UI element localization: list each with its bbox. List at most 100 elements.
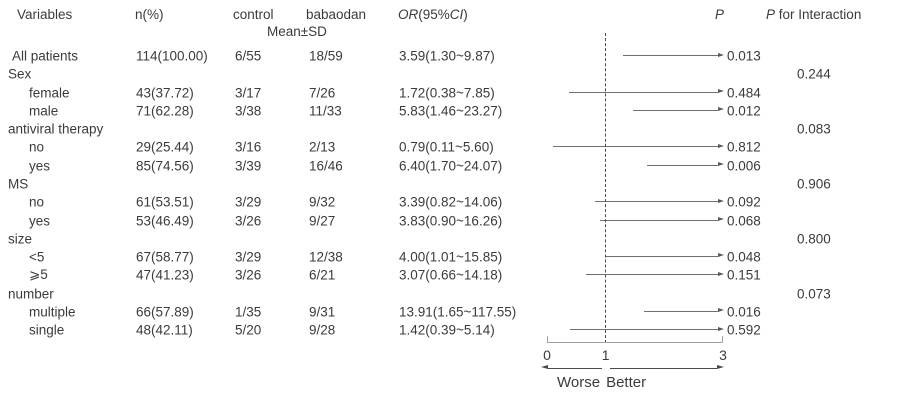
table-body: All patients 114(100.00) 6/55 18/59 3.59(1.3… bbox=[0, 47, 921, 339]
ci-label: CI bbox=[449, 7, 464, 22]
babaodan-cell: 9/28 bbox=[309, 322, 336, 338]
better-label: Better bbox=[606, 374, 647, 391]
x-axis-end-tick-right bbox=[722, 336, 723, 342]
ci-line bbox=[632, 107, 725, 112]
ci-line bbox=[569, 326, 725, 331]
ci-plot-cell bbox=[543, 157, 727, 175]
x-axis-tick-label: 3 bbox=[719, 347, 727, 363]
ci-plot-cell bbox=[543, 138, 727, 156]
ci-line bbox=[553, 143, 724, 148]
ci-plot-cell bbox=[543, 248, 727, 266]
ci-line bbox=[595, 198, 724, 203]
col-n-pct: n(%) bbox=[135, 7, 164, 22]
row-label: <5 bbox=[29, 249, 45, 265]
or-ci-cell: 13.91(1.65~117.55) bbox=[399, 304, 517, 320]
data-row: yes 85(74.56) 3/39 16/46 6.40(1.70~24.07) 0.0… bbox=[0, 157, 921, 175]
or-ci-cell: 1.72(0.38~7.85) bbox=[399, 85, 495, 101]
ci-line bbox=[569, 89, 724, 94]
ci-line bbox=[599, 216, 725, 221]
col-control: control bbox=[233, 7, 274, 22]
row-label: no bbox=[29, 194, 45, 210]
ci-plot-cell bbox=[543, 84, 727, 102]
ci-plot-cell bbox=[543, 47, 727, 65]
data-row: single 48(42.11) 5/20 9/28 1.42(0.39~5.14) 0.… bbox=[0, 321, 921, 339]
n-pct-cell: 61(53.51) bbox=[136, 194, 194, 210]
group-row: size 0.800 bbox=[0, 230, 921, 248]
ci-plot-cell bbox=[543, 321, 727, 339]
row-label: MS bbox=[8, 176, 29, 192]
n-pct-cell: 29(25.44) bbox=[136, 139, 194, 155]
p-interaction-cell: 0.244 bbox=[797, 66, 831, 82]
x-axis-end-tick-left bbox=[547, 336, 548, 342]
or-ci-cell: 0.79(0.11~5.60) bbox=[399, 139, 494, 155]
n-pct-cell: 85(74.56) bbox=[136, 158, 194, 174]
control-cell: 6/55 bbox=[235, 48, 262, 64]
n-pct-cell: 67(58.77) bbox=[136, 249, 194, 265]
row-label: no bbox=[29, 139, 45, 155]
ci-plot-cell bbox=[543, 211, 727, 229]
data-row: yes 53(46.49) 3/26 9/27 3.83(0.90~16.26) 0.06… bbox=[0, 211, 921, 229]
control-cell: 1/35 bbox=[235, 304, 262, 320]
p-value-cell: 0.068 bbox=[727, 213, 761, 229]
col-or-ci: OR(95%CI) bbox=[398, 7, 468, 22]
p-value-cell: 0.092 bbox=[727, 194, 761, 210]
control-cell: 3/38 bbox=[235, 103, 262, 119]
col-babaodan: babaodan bbox=[306, 7, 367, 22]
or-ci-cell: 4.00(1.01~15.85) bbox=[399, 249, 503, 265]
babaodan-cell: 9/31 bbox=[309, 304, 336, 320]
n-pct-cell: 114(100.00) bbox=[136, 48, 208, 64]
ci-line bbox=[623, 52, 724, 57]
row-label: antiviral therapy bbox=[8, 121, 104, 137]
ci-plot-cell bbox=[543, 102, 727, 120]
or-ci-cell: 3.59(1.30~9.87) bbox=[399, 48, 495, 64]
ci-plot-cell bbox=[543, 266, 727, 284]
data-row: no 29(25.44) 3/16 2/13 0.79(0.11~5.60) 0.812 bbox=[0, 138, 921, 156]
data-row: <5 67(58.77) 3/29 12/38 4.00(1.01~15.85) 0.04… bbox=[0, 248, 921, 266]
data-row: male 71(62.28) 3/38 11/33 5.83(1.46~23.27) 0.… bbox=[0, 102, 921, 120]
data-row: All patients 114(100.00) 6/55 18/59 3.59(1.3… bbox=[0, 47, 921, 65]
p-value-cell: 0.151 bbox=[727, 267, 761, 283]
ci-plot-cell bbox=[543, 303, 727, 321]
x-axis-line bbox=[547, 342, 723, 343]
or-ci-cell: 3.83(0.90~16.26) bbox=[399, 213, 503, 229]
babaodan-cell: 2/13 bbox=[309, 139, 336, 155]
ci-line bbox=[606, 253, 724, 258]
direction-labels: Worse Better bbox=[557, 374, 652, 391]
row-label: All patients bbox=[12, 48, 79, 64]
babaodan-cell: 7/26 bbox=[309, 85, 336, 101]
col-p: P bbox=[715, 7, 725, 22]
babaodan-cell: 12/38 bbox=[309, 249, 343, 265]
p-value-cell: 0.012 bbox=[727, 103, 761, 119]
babaodan-cell: 9/27 bbox=[309, 213, 336, 229]
reference-line bbox=[605, 33, 606, 343]
col-mean-sd: Mean±SD bbox=[267, 24, 327, 39]
data-row: ⩾5 47(41.23) 3/26 6/21 3.07(0.66~14.18) 0.151 bbox=[0, 266, 921, 284]
ci-plot-cell bbox=[543, 193, 727, 211]
or-ci-cell: 3.07(0.66~14.18) bbox=[399, 267, 503, 283]
or-ci-cell: 1.42(0.39~5.14) bbox=[399, 322, 495, 338]
row-label: number bbox=[8, 286, 54, 302]
group-row: MS 0.906 bbox=[0, 175, 921, 193]
p-interaction-cell: 0.800 bbox=[797, 231, 831, 247]
control-cell: 3/39 bbox=[235, 158, 262, 174]
or-label: OR bbox=[398, 7, 419, 22]
ci-line bbox=[585, 271, 725, 276]
p-interaction-p: P bbox=[766, 7, 776, 22]
data-row: no 61(53.51) 3/29 9/32 3.39(0.82~14.06) 0.092 bbox=[0, 193, 921, 211]
col-variables: Variables bbox=[17, 7, 73, 22]
worse-arrow bbox=[541, 365, 602, 370]
p-interaction-rest: for Interaction bbox=[778, 7, 862, 22]
n-pct-cell: 48(42.11) bbox=[136, 322, 193, 338]
or-ci-open: (95% bbox=[418, 7, 450, 22]
group-row: antiviral therapy 0.083 bbox=[0, 120, 921, 138]
p-value-cell: 0.484 bbox=[727, 85, 761, 101]
n-pct-cell: 43(37.72) bbox=[136, 85, 194, 101]
babaodan-cell: 9/32 bbox=[309, 194, 336, 210]
row-label: ⩾5 bbox=[29, 267, 48, 283]
babaodan-cell: 6/21 bbox=[309, 267, 336, 283]
p-value-cell: 0.006 bbox=[727, 158, 761, 174]
or-ci-close: ) bbox=[463, 7, 468, 22]
or-ci-cell: 6.40(1.70~24.07) bbox=[399, 158, 503, 174]
n-pct-cell: 66(57.89) bbox=[136, 304, 194, 320]
